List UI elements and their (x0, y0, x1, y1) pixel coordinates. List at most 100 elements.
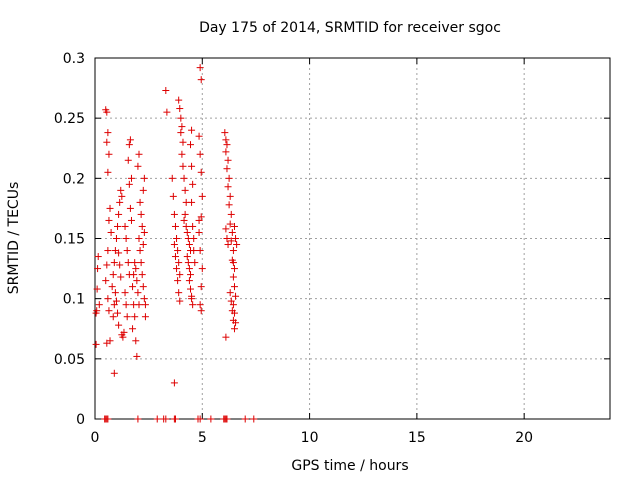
data-point (184, 259, 192, 267)
data-point (139, 241, 147, 249)
data-point (180, 174, 188, 182)
data-point (168, 174, 176, 182)
data-point (227, 210, 235, 218)
data-point (110, 301, 118, 309)
data-point (183, 228, 191, 236)
data-point (176, 297, 184, 305)
data-point (115, 249, 123, 257)
x-tick-label: 5 (198, 430, 207, 446)
data-point (230, 283, 238, 291)
data-point (132, 337, 140, 345)
data-point (153, 415, 161, 423)
axis-ticks (94, 57, 610, 420)
data-point (186, 141, 194, 149)
data-point (139, 186, 147, 194)
data-point (181, 210, 189, 218)
data-point (195, 216, 203, 224)
data-point (133, 352, 141, 360)
data-point (227, 297, 235, 305)
data-point (139, 283, 147, 291)
data-point (104, 247, 112, 255)
data-point (109, 313, 117, 321)
data-point (186, 285, 194, 293)
data-point (223, 235, 231, 242)
data-point (186, 271, 194, 279)
data-point (105, 216, 113, 224)
data-point (196, 64, 204, 72)
data-point (179, 162, 187, 170)
data-point (221, 129, 229, 137)
y-tick-label: 0.2 (63, 171, 85, 187)
data-point (104, 295, 112, 303)
data-point (189, 301, 197, 309)
data-point (229, 259, 237, 267)
data-point (108, 283, 116, 291)
plot-frame (94, 57, 611, 420)
y-tick-label: 0 (76, 412, 85, 428)
data-point (198, 265, 206, 273)
data-point (162, 415, 170, 423)
data-point (228, 307, 236, 315)
data-point (111, 289, 119, 297)
data-point (94, 265, 102, 273)
data-point (138, 271, 146, 279)
data-point (104, 415, 112, 423)
data-point (131, 259, 139, 267)
data-point (124, 156, 132, 164)
data-point (176, 105, 184, 113)
data-point (224, 241, 232, 249)
y-tick-label: 0.05 (54, 352, 85, 368)
data-point (115, 210, 123, 218)
data-point (116, 198, 124, 206)
data-point (123, 313, 131, 321)
data-point (174, 277, 182, 285)
data-point (170, 379, 178, 387)
data-point (182, 222, 190, 230)
y-tick-labels: 0 0.05 0.1 0.15 0.2 0.25 0.3 (54, 51, 85, 428)
data-point (222, 136, 230, 144)
data-point (122, 235, 130, 242)
data-point (226, 289, 234, 297)
data-point (126, 204, 134, 212)
data-point (180, 216, 188, 224)
x-tick-label: 10 (301, 430, 319, 446)
data-point (135, 301, 143, 309)
data-point (117, 186, 125, 194)
data-point (191, 259, 199, 267)
x-tick-labels: 0 5 10 15 20 (91, 430, 534, 446)
data-point (103, 138, 111, 146)
data-point (170, 241, 178, 249)
data-point (225, 201, 233, 209)
x-tick-label: 15 (408, 430, 426, 446)
chart-title: Day 175 of 2014, SRMTID for receiver sgo… (199, 20, 501, 36)
data-point (133, 277, 141, 285)
data-point (104, 168, 112, 176)
data-point (188, 126, 196, 134)
data-point (170, 210, 178, 218)
data-point (185, 277, 193, 285)
data-point (222, 225, 230, 233)
data-point (106, 204, 114, 212)
data-point (233, 241, 241, 249)
data-point (92, 340, 100, 348)
data-point (232, 292, 240, 300)
data-point (104, 129, 112, 137)
data-point (171, 253, 179, 261)
data-point (228, 228, 236, 236)
data-point (173, 235, 181, 242)
data-point (120, 328, 128, 336)
data-point (229, 273, 237, 281)
data-point (141, 313, 149, 321)
y-axis-title: SRMTID / TECUs (6, 182, 22, 295)
data-point (134, 162, 142, 170)
data-point (174, 247, 182, 255)
data-point (232, 235, 240, 242)
data-point (175, 96, 183, 104)
data-point (115, 321, 123, 329)
data-point (197, 283, 205, 291)
data-point (92, 309, 100, 317)
data-point (123, 247, 131, 255)
data-point (138, 222, 146, 230)
data-point (226, 192, 234, 200)
